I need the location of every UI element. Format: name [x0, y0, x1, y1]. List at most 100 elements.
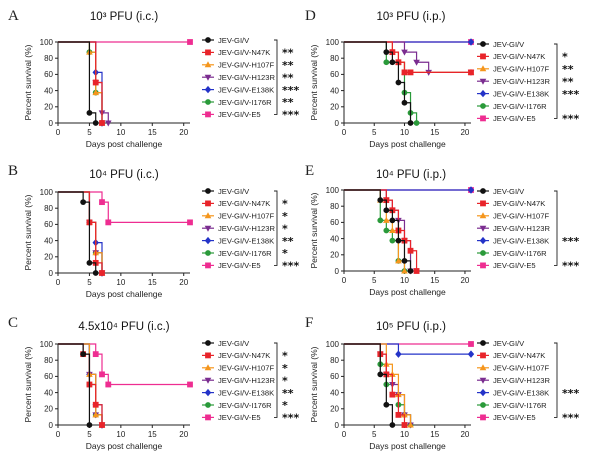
- y-tick-label: 100: [326, 186, 340, 195]
- significance-mark: **: [282, 59, 294, 72]
- data-point: [80, 199, 87, 206]
- y-tick-label: 20: [44, 103, 53, 112]
- panel-letter: F: [305, 315, 313, 331]
- x-tick-label: 10: [400, 430, 409, 439]
- y-tick-label: 0: [49, 421, 54, 430]
- significance-mark: ***: [562, 387, 580, 400]
- legend-label: JEV-GI/V-N47K: [493, 351, 545, 360]
- significance-mark: ***: [282, 84, 300, 97]
- legend-marker: [479, 236, 487, 245]
- data-point: [377, 371, 384, 378]
- x-axis-label: Days post challenge: [86, 139, 163, 149]
- legend: JEV-GI/V JEV-GI/V-N47K * JEV-GI/V-H107F * JEV…: [202, 187, 300, 273]
- significance-mark: *: [282, 399, 288, 412]
- legend-label: JEV-GI/V-I176R: [493, 102, 547, 111]
- panel-F: F 10⁵ PFU (i.p.) 0 20 40 60 80 100 0 5 10 15 20 Days …: [305, 315, 580, 451]
- y-axis-label: Percent survival (%): [309, 192, 319, 268]
- data-point: [413, 268, 420, 274]
- legend-marker: [480, 115, 486, 122]
- x-tick-label: 5: [372, 276, 377, 285]
- legend-marker: [479, 364, 487, 371]
- data-point: [395, 411, 402, 418]
- data-point: [105, 219, 112, 226]
- y-tick-label: 0: [335, 267, 340, 276]
- panel-title: 10⁴ PFU (i.c.): [89, 169, 159, 181]
- y-tick-label: 20: [44, 405, 53, 414]
- significance-mark: *: [282, 247, 288, 260]
- legend-label: JEV-GI/V-H107F: [218, 364, 274, 373]
- survival-curve: [344, 189, 406, 271]
- data-point: [99, 120, 105, 126]
- y-axis-label: Percent survival (%): [309, 346, 319, 422]
- data-point: [401, 69, 408, 76]
- y-tick-label: 100: [40, 188, 54, 197]
- data-point: [467, 38, 475, 46]
- series-jev-gi-v-n47k: [58, 191, 105, 276]
- x-tick-label: 5: [87, 278, 92, 287]
- data-point: [383, 401, 390, 408]
- panel-letter: D: [305, 8, 316, 24]
- data-point: [395, 257, 402, 264]
- data-point: [92, 411, 100, 418]
- data-point: [92, 351, 99, 358]
- legend-label: JEV-GI/V: [493, 339, 525, 348]
- panel-letter: C: [8, 315, 18, 331]
- y-tick-label: 40: [330, 86, 339, 95]
- series-jev-gi-v-e5: [58, 343, 193, 388]
- y-tick-label: 80: [330, 54, 339, 63]
- survival-curve: [58, 191, 103, 273]
- legend-marker: [479, 377, 487, 384]
- series-jev-gi-v: [344, 343, 396, 428]
- legend-marker: [205, 49, 211, 56]
- x-tick-label: 10: [116, 430, 125, 439]
- panel-letter: B: [8, 163, 18, 179]
- comparison-bracket: [274, 39, 278, 115]
- legend-marker: [205, 402, 211, 408]
- legend-marker: [205, 200, 211, 207]
- data-point: [389, 227, 396, 233]
- data-point: [383, 49, 390, 56]
- data-point: [413, 59, 420, 66]
- panel-title: 10³ PFU (i.p.): [376, 11, 445, 23]
- y-tick-label: 100: [40, 340, 54, 349]
- legend-marker: [205, 262, 211, 269]
- x-tick-label: 10: [400, 276, 409, 285]
- significance-mark: ***: [562, 235, 580, 248]
- significance-mark: ***: [282, 412, 300, 425]
- data-point: [92, 89, 100, 96]
- x-tick-label: 5: [87, 128, 92, 137]
- legend-label: JEV-GI/V-N47K: [493, 52, 545, 61]
- legend-label: JEV-GI/V-E5: [493, 413, 536, 422]
- y-tick-label: 0: [49, 269, 54, 278]
- legend-label: JEV-GI/V-N47K: [218, 351, 270, 360]
- legend-marker: [204, 364, 212, 371]
- legend-marker: [480, 340, 486, 346]
- data-point: [401, 267, 408, 274]
- y-tick-label: 100: [40, 38, 54, 47]
- panel-title: 10⁴ PFU (i.p.): [376, 169, 446, 181]
- legend-label: JEV-GI/V-N47K: [493, 199, 545, 208]
- significance-mark: *: [282, 198, 288, 211]
- comparison-bracket: [274, 190, 278, 266]
- x-tick-label: 0: [56, 128, 61, 137]
- legend-label: JEV-GI/V: [218, 36, 250, 45]
- data-point: [467, 186, 475, 194]
- legend-marker: [205, 188, 211, 194]
- legend-marker: [480, 200, 486, 207]
- x-tick-label: 15: [148, 128, 157, 137]
- data-point: [467, 350, 475, 358]
- legend-marker: [480, 402, 486, 408]
- legend-label: JEV-GI/V: [493, 40, 525, 49]
- x-axis-label: Days post challenge: [86, 289, 163, 299]
- legend-label: JEV-GI/V-E138K: [218, 388, 274, 397]
- data-point: [468, 341, 474, 347]
- legend-marker: [480, 188, 486, 194]
- data-point: [389, 391, 396, 398]
- significance-mark: ***: [562, 88, 580, 101]
- legend-marker: [479, 225, 487, 232]
- x-tick-label: 20: [460, 430, 469, 439]
- data-point: [413, 120, 420, 126]
- legend-marker: [204, 236, 212, 245]
- x-tick-label: 15: [430, 128, 439, 137]
- legend-marker: [205, 352, 211, 359]
